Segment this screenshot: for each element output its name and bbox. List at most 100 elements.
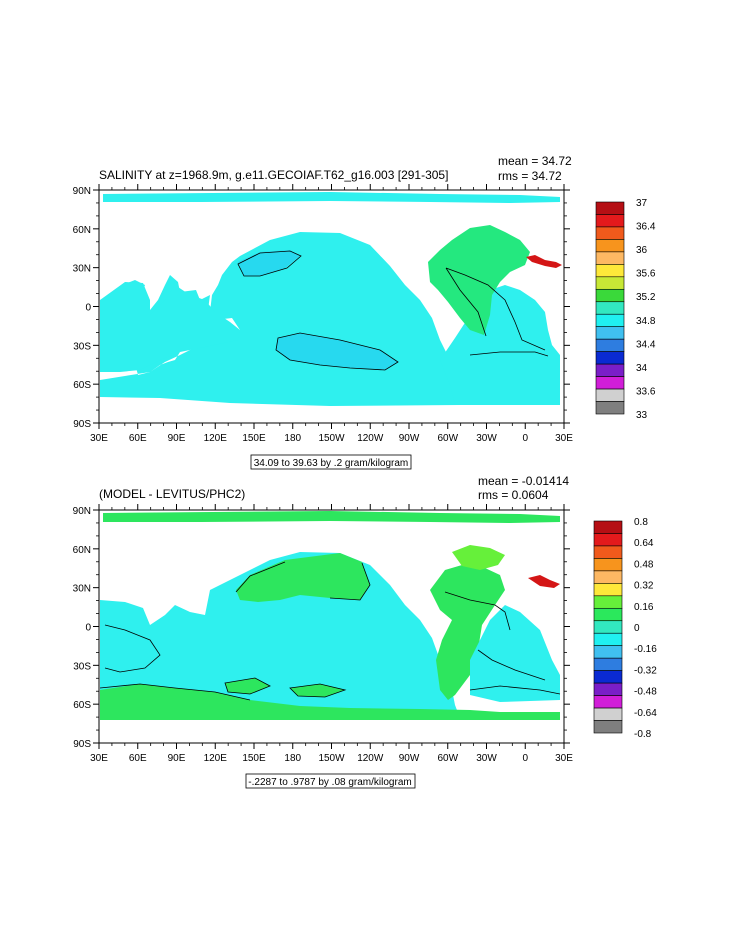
colorbar-swatch <box>593 595 623 609</box>
colorbar-swatch <box>595 251 625 265</box>
diff-mediterranean-region <box>528 575 560 588</box>
y-tick-label: 90S <box>73 739 91 750</box>
diff-contour-atlantic <box>444 591 546 681</box>
colorbar-swatch <box>593 632 623 647</box>
diff-contour-southern <box>99 677 561 701</box>
colorbar-swatch <box>593 670 623 684</box>
indian-ocean-region <box>100 282 240 372</box>
colorbar-label: 33.6 <box>636 386 656 397</box>
colorbar-swatch <box>595 376 625 390</box>
salinity-contour-info-box <box>250 454 412 470</box>
colorbar-label: -0.48 <box>634 687 657 698</box>
colorbar-swatch <box>593 707 623 721</box>
colorbar-label: 0.64 <box>634 538 654 549</box>
colorbar-swatch <box>593 695 623 709</box>
x-tick-label: 180 <box>284 433 301 444</box>
x-tick-label: 60E <box>129 753 147 764</box>
x-tick-label: 0 <box>522 753 528 764</box>
diff-contour-indian <box>104 624 161 673</box>
salinity-axis-ticks: 30E 60E 90E 120E 150E 180 150W 120W 90W 60W 30W 0 30… <box>73 184 573 444</box>
diff-south-patch-b <box>290 684 345 697</box>
y-tick-label: 60S <box>73 700 91 711</box>
contour-line-south-pacific <box>275 332 399 371</box>
colorbar-label: 35.2 <box>636 292 656 303</box>
mediterranean-region <box>526 255 562 268</box>
colorbar-swatch <box>593 720 623 734</box>
colorbar-swatch <box>595 338 625 352</box>
colorbar-label: -0.16 <box>634 644 657 655</box>
diff-pacific-indian-region <box>100 552 460 718</box>
difference-axis-ticks: 30E 60E 90E 120E 150E 180 150W 120W 90W 60W 30W 0 30… <box>73 504 573 764</box>
colorbar-label: 0.32 <box>634 581 654 592</box>
y-tick-label: 0 <box>85 303 91 314</box>
colorbar-swatch <box>595 239 625 253</box>
colorbar-swatch <box>595 326 625 340</box>
x-tick-label: 30E <box>555 753 573 764</box>
y-tick-label: 30N <box>73 264 91 275</box>
colorbar-label: 35.6 <box>636 269 656 280</box>
x-tick-label: 0 <box>522 433 528 444</box>
colorbar-swatch <box>593 657 623 671</box>
colorbar-swatch <box>593 645 623 659</box>
y-tick-label: 60N <box>73 545 91 556</box>
colorbar-label: 33 <box>636 410 648 421</box>
y-tick-label: 30S <box>73 341 91 352</box>
x-tick-label: 150W <box>318 433 345 444</box>
colorbar-swatch <box>593 533 623 547</box>
x-tick-label: 30W <box>476 753 497 764</box>
colorbar-swatch <box>593 620 623 634</box>
colorbar-swatch <box>595 201 625 215</box>
difference-contour-info: -.2287 to .9787 by .08 gram/kilogram <box>248 777 411 788</box>
colorbar-swatch <box>593 583 623 597</box>
contour-line-atlantic <box>445 267 546 351</box>
colorbar-swatch <box>595 276 625 290</box>
colorbar-label: 0 <box>634 623 640 634</box>
colorbar-label: 0.48 <box>634 559 654 570</box>
x-tick-label: 120E <box>204 433 228 444</box>
colorbar-swatch <box>593 545 623 559</box>
x-tick-label: 120W <box>357 433 384 444</box>
x-tick-label: 120E <box>204 753 228 764</box>
x-tick-label: 180 <box>284 753 301 764</box>
colorbar-label: 36.4 <box>636 222 656 233</box>
y-tick-label: 90S <box>73 419 91 430</box>
salinity-mean-label: mean = 34.72 <box>498 154 572 168</box>
colorbar-swatch <box>595 388 625 402</box>
x-tick-label: 90W <box>399 753 420 764</box>
difference-ocean-field <box>99 511 561 720</box>
x-tick-label: 30E <box>90 753 108 764</box>
south-pacific-core-region <box>276 333 398 370</box>
x-tick-label: 90E <box>168 753 186 764</box>
colorbar-label: 0.8 <box>634 517 648 528</box>
colorbar-swatch <box>593 558 623 572</box>
colorbar-label: 36 <box>636 245 648 256</box>
contour-line-south-atlantic <box>469 351 549 357</box>
difference-chart-title: (MODEL - LEVITUS/PHC2) <box>99 487 245 501</box>
diff-southern-band-region <box>100 684 560 720</box>
colorbar-swatch <box>595 401 625 415</box>
y-tick-label: 30S <box>73 661 91 672</box>
diff-arctic-region <box>103 511 560 523</box>
colorbar-swatch <box>593 607 623 622</box>
colorbar-label: 34.4 <box>636 339 656 350</box>
diff-contour-north-pacific <box>235 561 371 601</box>
difference-colorbar: 0.8 0.64 0.48 0.32 0.16 0 -0.16 -0.32 -0.48 -0.64… <box>593 517 657 740</box>
colorbar-swatch <box>595 313 625 328</box>
colorbar-swatch <box>595 264 625 278</box>
diff-north-atlantic-region <box>452 545 505 570</box>
y-tick-label: 60S <box>73 380 91 391</box>
colorbar-swatch <box>595 363 625 377</box>
y-tick-label: 90N <box>73 506 91 517</box>
x-tick-label: 60W <box>437 433 458 444</box>
x-tick-label: 90E <box>168 433 186 444</box>
north-atlantic-region <box>428 225 530 335</box>
colorbar-label: -0.32 <box>634 665 657 676</box>
x-tick-label: 60W <box>437 753 458 764</box>
salinity-colorbar: 37 36.4 36 35.6 35.2 34.8 34.4 34 33.6 33 <box>595 198 656 421</box>
y-tick-label: 0 <box>85 623 91 634</box>
salinity-chart-title: SALINITY at z=1968.9m, g.e11.GECOIAF.T62… <box>99 168 448 182</box>
diff-atlantic-region <box>430 565 505 700</box>
colorbar-label: 34 <box>636 363 648 374</box>
colorbar-swatch <box>595 351 625 365</box>
